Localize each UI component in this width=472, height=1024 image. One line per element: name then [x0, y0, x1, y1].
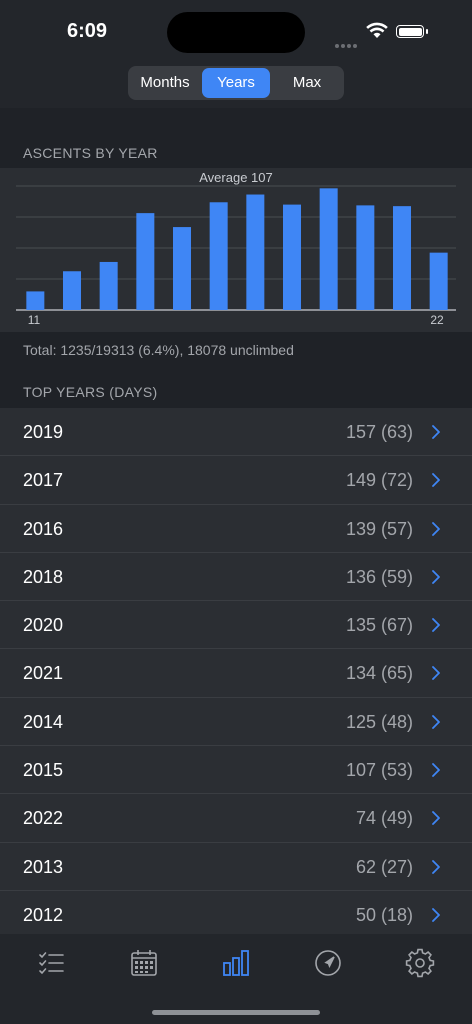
status-time: 6:09: [67, 20, 108, 42]
x-tick-last: 22: [430, 313, 444, 327]
segment-years[interactable]: Years: [202, 68, 270, 98]
chevron-right-icon: [432, 811, 440, 826]
bar-2015: [173, 227, 191, 310]
ascents-days-value: 107 (53): [345, 760, 413, 781]
cellular-signal-icon: [335, 35, 359, 53]
segment-months[interactable]: Months: [140, 74, 190, 91]
segment-bar: Months Years Max: [0, 60, 472, 108]
ascents-days-value: 62 (27): [355, 856, 413, 877]
status-bar: 6:09: [0, 0, 472, 60]
year-label: 2016: [23, 518, 64, 539]
bar-2012: [63, 271, 81, 310]
chart-bars: [26, 188, 448, 310]
bar-2011: [26, 291, 45, 310]
wifi-icon: [366, 22, 388, 38]
chevron-right-icon: [432, 618, 440, 633]
total-summary: Total: 1235/19313 (6.4%), 18078 unclimbe…: [23, 342, 294, 358]
chevron-right-icon: [432, 521, 440, 536]
chevron-right-icon: [432, 473, 440, 488]
tab-bar: [0, 934, 472, 1024]
gear-icon[interactable]: [405, 948, 435, 978]
ascents-days-value: 50 (18): [355, 904, 413, 925]
bar-2014: [136, 213, 155, 310]
chart-grid: [16, 185, 456, 311]
ascents-days-value: 134 (65): [345, 663, 413, 684]
ascents-days-value: 149 (72): [345, 470, 413, 491]
year-label: 2022: [23, 808, 64, 829]
x-tick-first: 11: [28, 313, 41, 327]
chevron-right-icon: [432, 714, 440, 729]
ascents-days-value: 136 (59): [345, 566, 413, 587]
calendar-icon[interactable]: [129, 948, 159, 978]
ascents-days-value: 74 (49): [355, 808, 413, 829]
battery-icon: [396, 25, 424, 38]
segment-max[interactable]: Max: [292, 74, 322, 91]
bar-2021: [393, 206, 411, 310]
year-row-2017[interactable]: 2017 149 (72): [0, 456, 472, 505]
year-label: 2015: [23, 760, 64, 781]
year-label: 2021: [23, 663, 64, 684]
year-row-2022[interactable]: 2022 74 (49): [0, 794, 472, 843]
period-segmented-control: Months Years Max: [128, 66, 344, 100]
bar-2013: [99, 261, 118, 310]
bar-2018: [283, 204, 301, 310]
year-label: 2018: [23, 566, 64, 587]
year-label: 2020: [23, 615, 64, 636]
ascents-chart-panel: Average 107 11 22: [0, 168, 472, 332]
chevron-right-icon: [432, 859, 440, 874]
ascents-days-value: 139 (57): [345, 518, 413, 539]
checklist-icon[interactable]: [37, 948, 67, 978]
year-row-2020[interactable]: 2020 135 (67): [0, 601, 472, 650]
ascents-bar-chart: Average 107 11 22: [16, 170, 456, 327]
chevron-right-icon: [432, 425, 440, 439]
year-row-2021[interactable]: 2021 134 (65): [0, 649, 472, 698]
year-row-2018[interactable]: 2018 136 (59): [0, 553, 472, 602]
bar-2016: [209, 202, 228, 310]
ascents-days-value: 157 (63): [345, 422, 413, 442]
chevron-right-icon: [432, 569, 440, 584]
bar-2022: [429, 252, 448, 310]
year-label: 2012: [23, 904, 64, 925]
ascents-days-value: 125 (48): [345, 711, 413, 732]
year-label: 2017: [23, 470, 64, 491]
year-row-2014[interactable]: 2014 125 (48): [0, 698, 472, 747]
bar-2017: [246, 194, 265, 310]
battery-cap: [426, 29, 428, 34]
average-label: Average 107: [199, 170, 273, 185]
chevron-right-icon: [432, 666, 440, 681]
home-indicator: [152, 1010, 320, 1015]
chart-section-title: ASCENTS BY YEAR: [23, 145, 158, 161]
ascents-days-value: 135 (67): [345, 615, 413, 636]
dynamic-island: [167, 12, 305, 53]
year-label: 2014: [23, 711, 64, 732]
year-row-2012[interactable]: 2012 50 (18): [0, 891, 472, 934]
navigation-arrow-icon[interactable]: [313, 948, 343, 978]
top-years-list: 2019 157 (63) 2017 149 (72) 2016 139 (57) 2018…: [0, 408, 472, 934]
year-row-2016[interactable]: 2016 139 (57): [0, 505, 472, 553]
year-row-2019[interactable]: 2019 157 (63): [0, 408, 472, 457]
year-label: 2019: [23, 422, 64, 442]
list-section-title: TOP YEARS (DAYS): [23, 384, 158, 400]
bar-2020: [356, 205, 375, 310]
chevron-right-icon: [432, 908, 440, 922]
bar-chart-icon[interactable]: [221, 948, 251, 978]
year-label: 2013: [23, 856, 64, 877]
bar-2019: [319, 188, 338, 310]
year-row-2015[interactable]: 2015 107 (53): [0, 746, 472, 795]
chevron-right-icon: [432, 763, 440, 777]
year-row-2013[interactable]: 2013 62 (27): [0, 843, 472, 891]
